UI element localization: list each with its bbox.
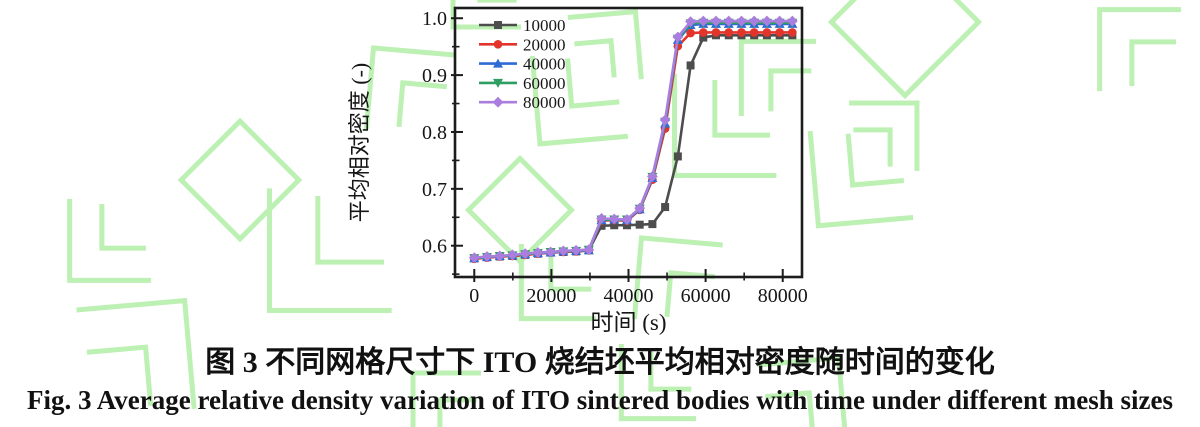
- marker-diamond: [481, 251, 493, 262]
- marker-diamond: [761, 15, 773, 27]
- marker-diamond: [545, 246, 557, 258]
- marker-diamond: [685, 16, 696, 28]
- legend-item-60000: 60000: [479, 74, 566, 93]
- legend-label: 40000: [523, 55, 566, 74]
- x-tick-label: 40000: [604, 285, 654, 307]
- x-tick-label: 60000: [681, 285, 731, 307]
- legend-label: 10000: [523, 16, 566, 35]
- marker-diamond: [532, 247, 544, 258]
- legend-label: 60000: [523, 74, 566, 93]
- marker-diamond: [710, 15, 722, 27]
- marker-square: [622, 221, 631, 230]
- x-axis-ticks: 0 20000 40000 60000 80000: [469, 269, 808, 307]
- caption-english: Fig. 3 Average relative density variatio…: [27, 384, 1173, 415]
- marker-diamond: [634, 202, 646, 214]
- marker-circle: [749, 28, 759, 37]
- marker-circle: [775, 28, 784, 37]
- marker-diamond: [736, 15, 747, 27]
- marker-square: [661, 203, 670, 212]
- legend-item-80000: 80000: [479, 93, 566, 112]
- marker-diamond: [507, 249, 518, 261]
- marker-circle: [493, 40, 503, 49]
- marker-triangle-down: [493, 78, 503, 88]
- series-line: [472, 21, 794, 260]
- marker-square: [648, 220, 657, 229]
- series-80000: [468, 15, 798, 264]
- series-line: [472, 33, 794, 260]
- marker-square: [494, 21, 502, 29]
- marker-diamond: [519, 248, 531, 260]
- series-line: [472, 19, 794, 259]
- marker-circle: [724, 28, 734, 37]
- marker-diamond: [557, 245, 569, 257]
- plot-frame: [453, 6, 804, 279]
- marker-diamond: [774, 15, 786, 27]
- marker-diamond: [468, 252, 480, 264]
- x-tick-label: 80000: [758, 285, 808, 307]
- marker-diamond: [659, 114, 671, 126]
- marker-circle: [788, 28, 797, 37]
- series-20000: [469, 28, 797, 264]
- legend-label: 20000: [523, 35, 566, 54]
- series-line: [472, 22, 794, 260]
- x-tick-label: 20000: [526, 285, 576, 307]
- marker-square: [635, 220, 644, 229]
- caption-chinese: 图 3 不同网格尺寸下 ITO 烧结坯平均相对密度随时间的变化: [205, 346, 995, 379]
- marker-square: [686, 61, 695, 70]
- marker-diamond: [697, 15, 709, 27]
- y-tick-label: 0.6: [422, 236, 447, 258]
- figure-captions: 图 3 不同网格尺寸下 ITO 烧结坯平均相对密度随时间的变化 Fig. 3 A…: [0, 343, 1200, 416]
- legend-item-20000: 20000: [479, 35, 566, 54]
- y-axis-ticks: 0.6 0.7 0.8 0.9 1.0: [422, 8, 463, 275]
- marker-triangle-up: [493, 58, 503, 68]
- marker-diamond: [492, 96, 504, 108]
- marker-diamond: [596, 213, 607, 224]
- marker-diamond: [672, 31, 684, 43]
- marker-square: [673, 152, 682, 161]
- marker-diamond: [608, 213, 620, 225]
- marker-circle: [762, 28, 772, 37]
- y-tick-label: 0.8: [422, 122, 447, 144]
- marker-square: [597, 221, 606, 230]
- marker-square: [699, 33, 708, 42]
- marker-diamond: [786, 15, 798, 27]
- x-tick-label: 0: [469, 285, 479, 307]
- series-60000: [469, 18, 798, 264]
- marker-diamond: [748, 15, 760, 27]
- y-tick-label: 1.0: [422, 8, 447, 30]
- legend-label: 80000: [523, 93, 566, 112]
- marker-diamond: [494, 250, 506, 262]
- marker-diamond: [583, 244, 595, 256]
- marker-circle: [686, 28, 695, 38]
- y-axis-label: 平均相对密度 (-): [347, 63, 372, 222]
- legend-item-10000: 10000: [479, 16, 566, 35]
- y-tick-label: 0.7: [422, 179, 447, 201]
- marker-diamond: [621, 214, 633, 225]
- marker-diamond: [723, 15, 735, 27]
- marker-diamond: [647, 170, 658, 182]
- marker-circle: [711, 28, 721, 37]
- x-axis-label: 时间 (s): [590, 310, 666, 335]
- series-10000: [470, 31, 797, 263]
- marker-circle: [698, 28, 708, 37]
- marker-circle: [737, 28, 746, 37]
- y-tick-label: 0.9: [422, 65, 447, 87]
- legend-item-40000: 40000: [479, 55, 566, 74]
- marker-diamond: [570, 244, 582, 256]
- marker-square: [610, 221, 619, 230]
